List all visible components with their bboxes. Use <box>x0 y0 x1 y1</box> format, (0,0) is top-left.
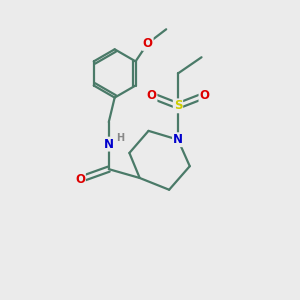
Text: O: O <box>200 89 209 102</box>
Text: O: O <box>146 89 157 102</box>
Text: N: N <box>104 138 114 151</box>
Text: O: O <box>75 173 85 186</box>
Text: O: O <box>142 37 153 50</box>
Text: N: N <box>173 133 183 146</box>
Text: H: H <box>116 133 124 143</box>
Text: S: S <box>174 99 182 112</box>
